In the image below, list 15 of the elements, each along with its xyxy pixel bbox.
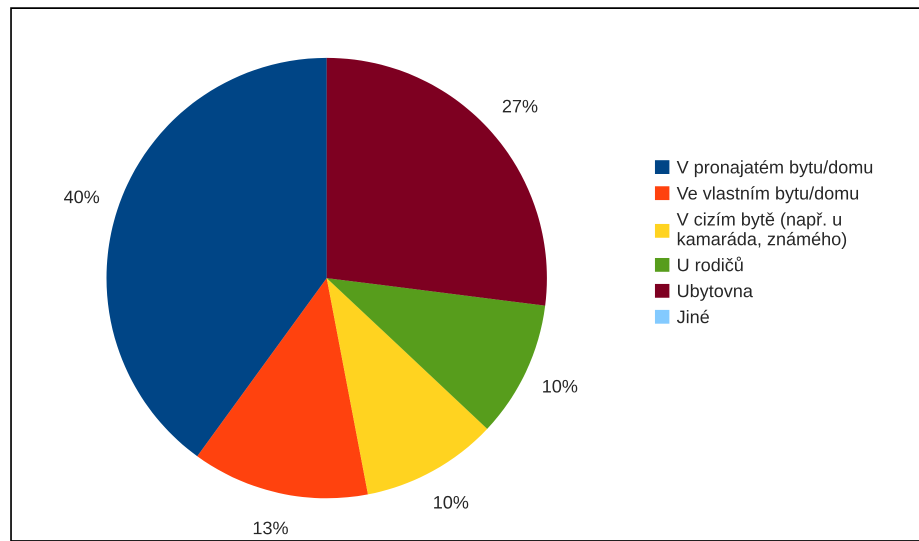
pie-slice bbox=[326, 278, 488, 494]
legend-label: V cizím bytě (např. u kamaráda, známého) bbox=[676, 212, 846, 249]
data-label: 10% bbox=[543, 380, 578, 393]
legend-label: V pronajatém bytu/domu bbox=[676, 160, 872, 178]
legend-label: Jiné bbox=[676, 310, 709, 324]
data-label: 10% bbox=[434, 496, 468, 509]
data-label: 13% bbox=[254, 522, 288, 534]
pie-slice bbox=[197, 278, 368, 498]
data-label: 27% bbox=[502, 100, 538, 112]
pie-slice bbox=[106, 58, 327, 456]
legend-label: Ve vlastním bytu/domu bbox=[676, 186, 858, 204]
pie-slice bbox=[326, 58, 547, 306]
data-label: 40% bbox=[64, 190, 100, 204]
legend-label: U rodičů bbox=[678, 256, 743, 272]
legend-label: Ubytovna bbox=[678, 284, 753, 301]
